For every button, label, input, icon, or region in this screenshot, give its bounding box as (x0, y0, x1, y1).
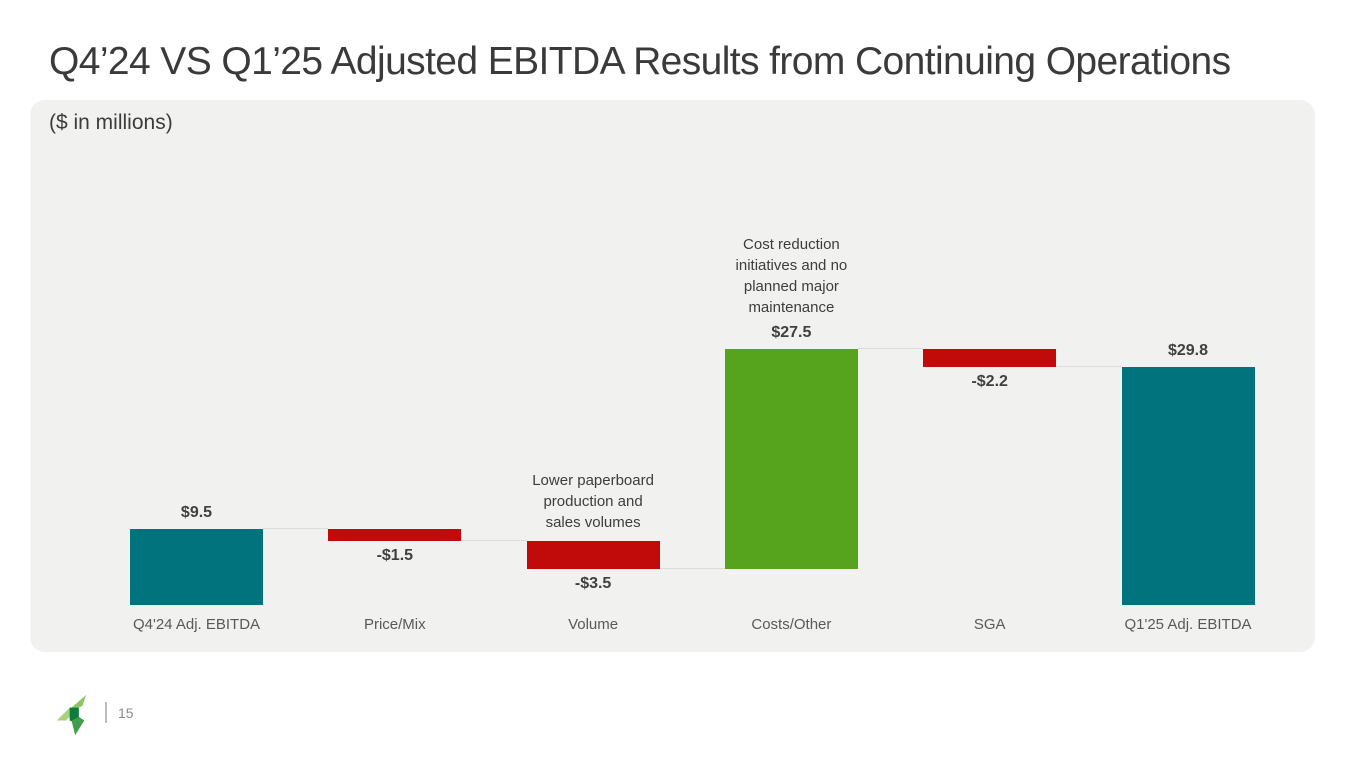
annotation-line: sales volumes (545, 514, 641, 531)
annotation-line: planned major (743, 278, 839, 295)
chart-panel: ($ in millions) $9.5 Q4'24 Adj. EBITDA -$1… (30, 100, 1315, 652)
waterfall-bar (526, 541, 660, 569)
connector-line (659, 568, 725, 569)
slide-title: Q4’24 VS Q1’25 Adjusted EBITDA Results f… (49, 40, 1231, 83)
waterfall-chart: $9.5 Q4'24 Adj. EBITDA -$1.5 Price/Mix -$3.5… (30, 100, 1315, 652)
waterfall-bar (923, 349, 1057, 367)
annotation-line: initiatives and no (735, 257, 848, 274)
waterfall-bar (1121, 366, 1255, 605)
waterfall-bar (328, 529, 462, 541)
bar-value-label: $9.5 (180, 504, 213, 521)
bar-value-label: -$1.5 (376, 547, 414, 564)
connector-line (1056, 365, 1122, 367)
bar-annotation: Lower paperboard production and sales volu… (473, 470, 713, 533)
bar-value-label: -$2.2 (971, 372, 1008, 390)
category-label: Q4'24 Adj. EBITDA (132, 616, 261, 633)
annotation-line: Lower paperboard (532, 472, 654, 489)
connector-line (857, 348, 924, 349)
green-pinwheel-logo-icon (56, 694, 87, 736)
annotation-line: maintenance (748, 299, 835, 316)
annotation-line: production and (543, 493, 643, 510)
category-label: Q1'25 Adj. EBITDA (1124, 616, 1252, 633)
waterfall-bar (724, 349, 858, 569)
connector-line (263, 528, 329, 529)
category-label: Price/Mix (363, 616, 426, 633)
page-number: 15 (118, 705, 134, 721)
annotation-line: Cost reduction (743, 236, 840, 253)
bar-annotation: Cost reduction initiatives and no planned … (671, 234, 911, 318)
units-label: ($ in millions) (49, 111, 173, 134)
category-label: SGA (973, 616, 1006, 633)
category-label: Volume (568, 616, 619, 633)
waterfall-bar (130, 529, 263, 605)
connector-line (461, 540, 527, 541)
bar-value-label: $27.5 (771, 324, 812, 341)
bar-value-label: -$3.5 (574, 575, 612, 592)
footer-divider (105, 702, 107, 723)
category-label: Costs/Other (751, 616, 832, 633)
bar-value-label: $29.8 (1167, 341, 1209, 359)
